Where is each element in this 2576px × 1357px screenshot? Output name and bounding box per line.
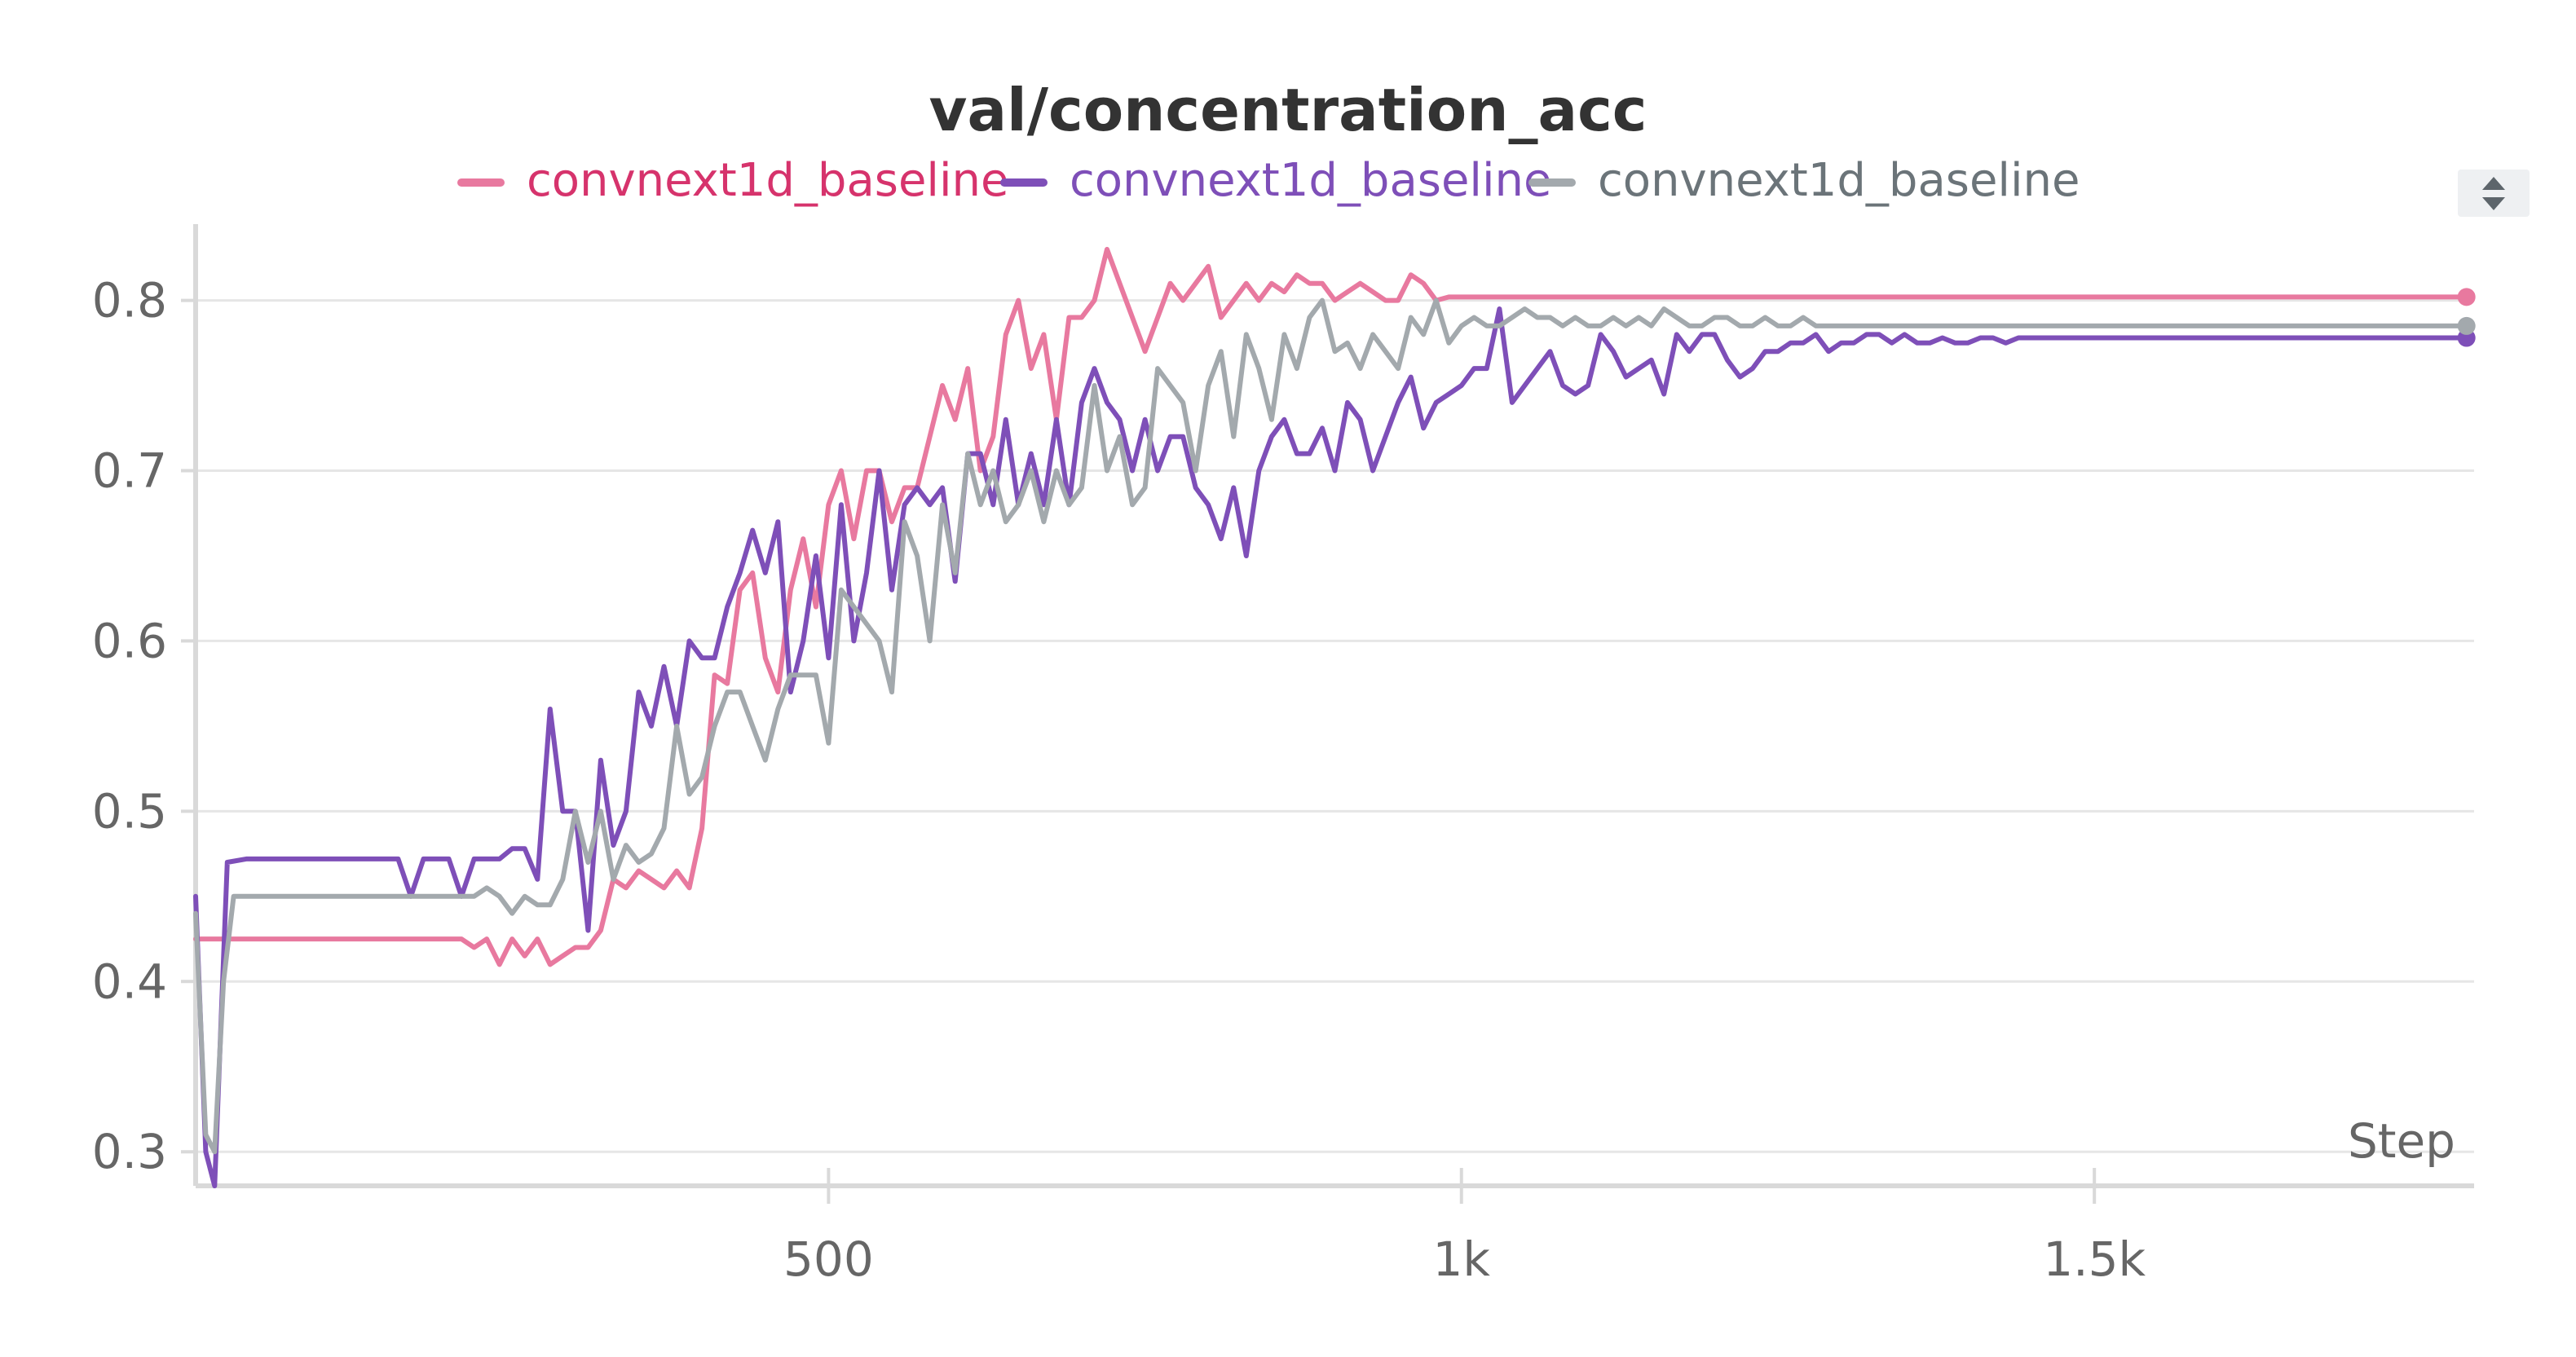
axes [193, 224, 2474, 1188]
y-tick-label: 0.5 [92, 783, 167, 839]
y-tick-label: 0.6 [92, 613, 167, 668]
series-end-marker-1 [2457, 288, 2476, 306]
y-axis-ticks: 0.3 0.4 0.5 0.6 0.7 0.8 [92, 273, 196, 1179]
y-tick-label: 0.7 [92, 443, 167, 499]
legend-scroll-control[interactable] [2458, 170, 2530, 217]
series-line-1 [193, 246, 2469, 967]
series-line-2 [193, 306, 2469, 1188]
grid [196, 299, 2474, 1153]
legend-label-3[interactable]: convnext1d_baseline [1598, 154, 2080, 207]
series-lines [193, 246, 2476, 1188]
series-end-marker-3 [2457, 316, 2476, 335]
x-tick-label: 1k [1433, 1231, 1491, 1287]
legend: convnext1d_baseline convnext1d_baseline co… [457, 154, 2080, 207]
legend-scroll-background[interactable] [2458, 170, 2530, 217]
y-tick-label: 0.8 [92, 273, 167, 328]
x-tick-label: 1.5k [2043, 1231, 2146, 1287]
y-tick-label: 0.4 [92, 954, 167, 1009]
x-axis-ticks: 500 1k 1.5k [783, 1168, 2146, 1287]
series-line-3 [193, 297, 2469, 1155]
x-tick-label: 500 [783, 1231, 874, 1287]
legend-label-2[interactable]: convnext1d_baseline [1070, 154, 1551, 207]
y-tick-label: 0.3 [92, 1124, 167, 1179]
scroll-up-icon[interactable] [2482, 177, 2505, 190]
legend-label-1[interactable]: convnext1d_baseline [527, 154, 1008, 207]
chart-title: val/concentration_acc [929, 76, 1647, 144]
x-axis-label: Step [2348, 1113, 2455, 1169]
scroll-down-icon[interactable] [2482, 197, 2505, 210]
